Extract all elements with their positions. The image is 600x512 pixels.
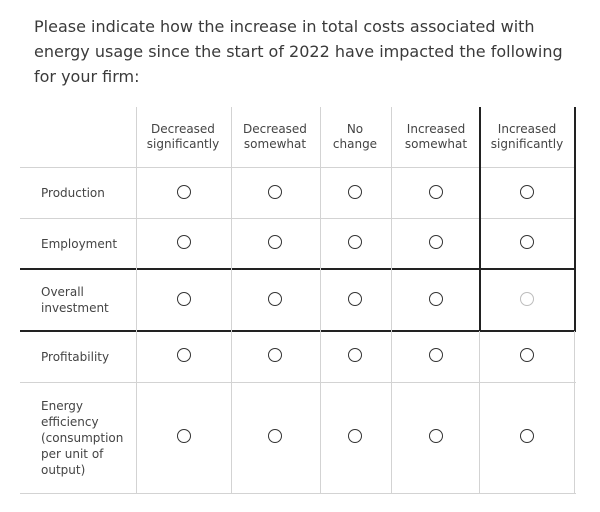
row-label-overall-investment: Overall investment (41, 285, 109, 315)
radio-energy-efficiency-increased-significantly[interactable] (520, 429, 534, 443)
column-header-no-change: No change (332, 121, 378, 152)
radio-energy-efficiency-decreased-significantly[interactable] (177, 429, 191, 443)
row-divider-highlight (20, 268, 576, 270)
column-header-decreased-significantly: Decreased significantly (146, 121, 220, 152)
radio-production-no-change[interactable] (348, 185, 362, 199)
radio-profitability-decreased-somewhat[interactable] (268, 348, 282, 362)
radio-production-decreased-somewhat[interactable] (268, 185, 282, 199)
row-divider (20, 493, 576, 494)
radio-profitability-increased-somewhat[interactable] (429, 348, 443, 362)
question-text: Please indicate how the increase in tota… (34, 17, 563, 86)
radio-overall-investment-no-change[interactable] (348, 292, 362, 306)
column-divider (574, 331, 575, 494)
radio-employment-increased-significantly[interactable] (520, 235, 534, 249)
row-divider (20, 218, 576, 219)
column-divider-highlight (574, 107, 576, 331)
radio-profitability-no-change[interactable] (348, 348, 362, 362)
column-divider (320, 107, 321, 494)
row-label-profitability: Profitability (41, 349, 110, 364)
column-divider (479, 331, 480, 494)
column-divider (231, 107, 232, 494)
radio-energy-efficiency-increased-somewhat[interactable] (429, 429, 443, 443)
row-label-employment: Employment (41, 236, 118, 251)
column-header-decreased-somewhat: Decreased somewhat (243, 121, 307, 152)
column-divider-highlight (479, 107, 481, 331)
radio-production-increased-somewhat[interactable] (429, 185, 443, 199)
column-divider (391, 107, 392, 494)
radio-profitability-increased-significantly[interactable] (520, 348, 534, 362)
row-divider (20, 382, 576, 383)
column-header-increased-somewhat: Increased somewhat (404, 121, 468, 152)
radio-profitability-decreased-significantly[interactable] (177, 348, 191, 362)
radio-overall-investment-decreased-significantly[interactable] (177, 292, 191, 306)
radio-employment-decreased-somewhat[interactable] (268, 235, 282, 249)
column-header-increased-significantly: Increased significantly (490, 121, 564, 152)
radio-overall-investment-decreased-somewhat[interactable] (268, 292, 282, 306)
radio-production-decreased-significantly[interactable] (177, 185, 191, 199)
column-divider (136, 107, 137, 494)
radio-energy-efficiency-decreased-somewhat[interactable] (268, 429, 282, 443)
radio-production-increased-significantly[interactable] (520, 185, 534, 199)
row-label-energy-efficiency: Energy efficiency (consumption per unit … (41, 399, 124, 477)
row-label-production: Production (41, 186, 105, 200)
row-divider (20, 167, 576, 168)
radio-employment-increased-somewhat[interactable] (429, 235, 443, 249)
radio-employment-no-change[interactable] (348, 235, 362, 249)
radio-overall-investment-increased-somewhat[interactable] (429, 292, 443, 306)
radio-overall-investment-increased-significantly[interactable] (520, 292, 534, 306)
radio-energy-efficiency-no-change[interactable] (348, 429, 362, 443)
row-divider-highlight (20, 330, 576, 332)
radio-employment-decreased-significantly[interactable] (177, 235, 191, 249)
